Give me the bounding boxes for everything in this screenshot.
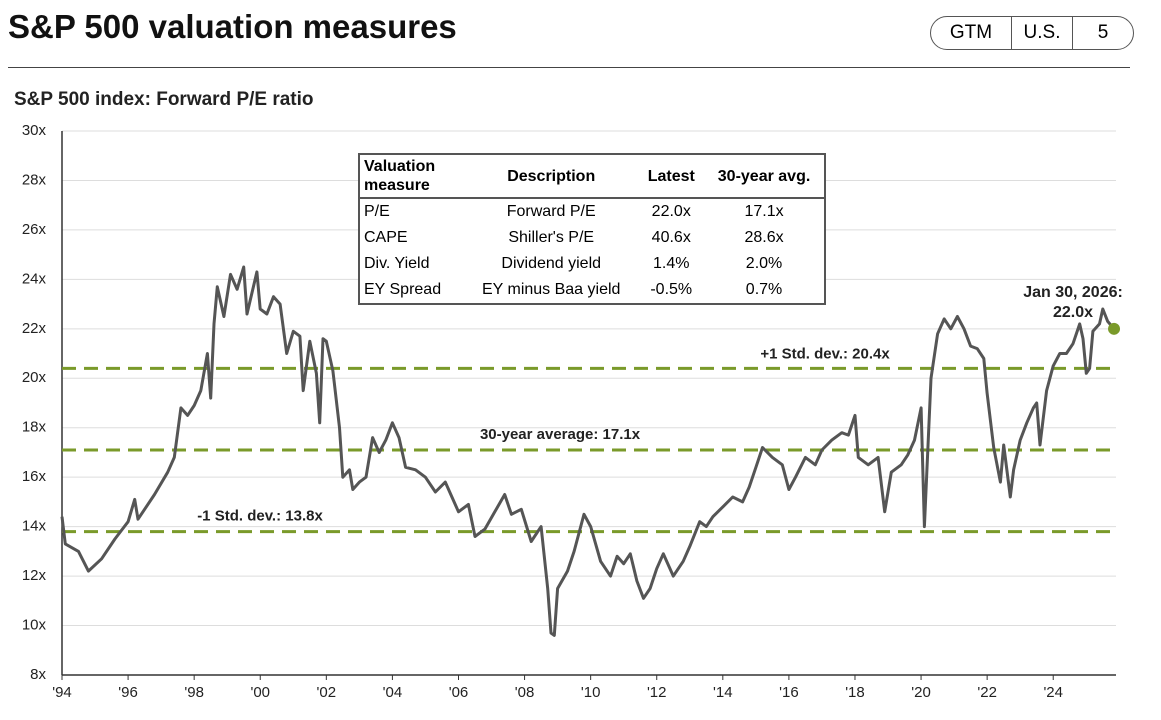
- table-cell: Div. Yield: [364, 255, 430, 272]
- table-cell: Dividend yield: [501, 255, 602, 272]
- page-title: S&P 500 valuation measures: [8, 8, 457, 45]
- reference-label: +1 Std. dev.: 20.4x: [760, 345, 890, 362]
- y-tick-label: 10x: [22, 617, 47, 634]
- tags: GTM U.S. 5: [930, 16, 1134, 50]
- table-cell: CAPE: [364, 229, 408, 246]
- column-header: 30-year avg.: [704, 154, 825, 199]
- x-tick-label: '18: [845, 684, 865, 701]
- table-cell: 22.0x: [651, 203, 691, 220]
- table-row: Div. Yield Dividend yield 1.4% 2.0%: [359, 251, 825, 277]
- column-header: Valuation measure: [359, 154, 464, 199]
- y-tick-label: 8x: [30, 666, 46, 683]
- y-tick-label: 16x: [22, 468, 47, 485]
- column-header: Latest: [638, 154, 705, 199]
- table-cell: EY Spread: [364, 281, 442, 298]
- y-tick-label: 14x: [22, 518, 47, 535]
- y-tick-label: 20x: [22, 369, 47, 386]
- reference-label: -1 Std. dev.: 13.8x: [197, 508, 323, 525]
- x-tick-label: '10: [581, 684, 601, 701]
- line: [60, 265, 1116, 637]
- x-tick-label: '12: [647, 684, 667, 701]
- y-tick-label: 22x: [22, 320, 47, 337]
- x-tick-label: '06: [449, 684, 469, 701]
- table-cell: 2.0%: [745, 255, 783, 272]
- table-cell: Shiller's P/E: [508, 229, 595, 246]
- chart-title: S&P 500 index: Forward P/E ratio: [14, 89, 314, 110]
- x-tick-label: '94: [52, 684, 72, 701]
- x-tick-label: '24: [1043, 684, 1063, 701]
- reference-label: 30-year average: 17.1x: [480, 426, 641, 443]
- table-cell: Forward P/E: [506, 203, 596, 220]
- x-tick-label: '98: [184, 684, 204, 701]
- latest-point: [1108, 322, 1121, 335]
- x-tick-label: '08: [515, 684, 535, 701]
- y-tick-label: 26x: [22, 221, 47, 238]
- x-tick-label: '20: [911, 684, 931, 701]
- y-tick-label: 18x: [22, 419, 47, 436]
- tag: 5: [1072, 17, 1133, 49]
- divider: [8, 67, 1130, 68]
- x-tick-label: '14: [713, 684, 733, 701]
- tag: GTM: [949, 22, 993, 43]
- x-tick-label: '96: [118, 684, 138, 701]
- x-tick-label: '16: [779, 684, 799, 701]
- valuation-table: Valuation measure Description Latest 30-yea…: [358, 153, 826, 305]
- x-tick-label: '00: [250, 684, 270, 701]
- annotation: Jan 30, 2026:: [1023, 284, 1123, 301]
- table-cell: 28.6x: [744, 229, 784, 246]
- table-row: EY Spread EY minus Baa yield -0.5% 0.7%: [359, 277, 825, 304]
- table-cell: 17.1x: [744, 203, 784, 220]
- table-row: CAPE Shiller's P/E 40.6x 28.6x: [359, 225, 825, 251]
- column-header: Description: [464, 154, 639, 199]
- table-cell: 40.6x: [651, 229, 691, 246]
- y-tick-label: 12x: [22, 567, 47, 584]
- y-tick-label: 24x: [22, 270, 47, 287]
- table-cell: 1.4%: [653, 255, 690, 272]
- tag: U.S.: [1011, 17, 1072, 49]
- y-tick-label: 28x: [22, 171, 47, 188]
- y-tick-label: 30x: [22, 122, 47, 139]
- table-header-row: Valuation measure Description Latest 30-yea…: [359, 154, 825, 199]
- x-tick-label: '04: [383, 684, 403, 701]
- annotation: 22.0x: [1053, 304, 1093, 321]
- table-cell: P/E: [364, 203, 390, 220]
- table-row: P/E Forward P/E 22.0x 17.1x: [359, 198, 825, 225]
- table-cell: 0.7%: [745, 281, 783, 298]
- x-tick-label: '22: [977, 684, 997, 701]
- table-cell: EY minus Baa yield: [481, 281, 621, 298]
- table-cell: -0.5%: [650, 281, 693, 298]
- x-tick-label: '02: [317, 684, 337, 701]
